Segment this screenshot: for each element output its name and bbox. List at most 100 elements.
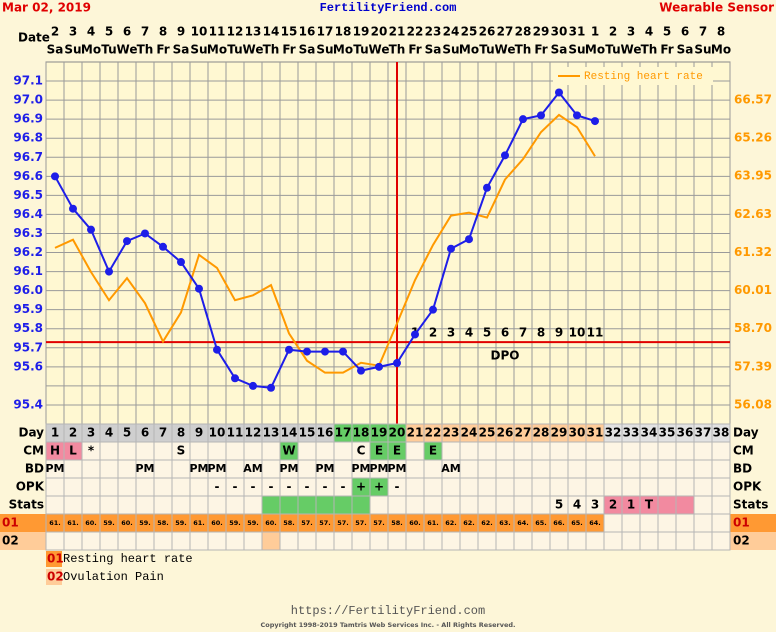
hr-value: 57. — [355, 519, 367, 527]
table-cell — [477, 441, 497, 461]
legend-label: Resting heart rate — [584, 71, 703, 83]
table-cell — [621, 531, 641, 551]
row-label-bg — [0, 532, 46, 550]
table-cell — [333, 531, 353, 551]
table-cell — [81, 459, 101, 479]
day-number: 9 — [195, 426, 203, 440]
hr-value: 59. — [229, 519, 241, 527]
date-label: 16 — [299, 25, 316, 39]
table-cell — [189, 477, 209, 497]
date-label: 25 — [461, 25, 478, 39]
temp-point — [465, 235, 473, 244]
day-number: 34 — [641, 426, 658, 440]
table-cell — [675, 459, 695, 479]
table-cell — [135, 477, 155, 497]
y2-tick-label: 62.63 — [734, 207, 772, 221]
day-number: 20 — [389, 426, 406, 440]
table-cell — [495, 495, 515, 515]
row-label-right: BD — [733, 462, 752, 476]
temp-point — [105, 267, 113, 276]
table-cell — [603, 459, 623, 479]
table-cell — [135, 531, 155, 551]
table-cell — [549, 477, 569, 497]
dpo-number: 5 — [483, 326, 491, 340]
day-number: 27 — [515, 426, 532, 440]
stats-cell — [261, 495, 281, 515]
date-label: 23 — [425, 25, 442, 39]
cm-text: H — [50, 444, 60, 458]
table-cell — [117, 531, 137, 551]
weekday-label: We — [369, 43, 390, 57]
y-tick-label: 95.4 — [13, 397, 43, 411]
table-cell — [657, 459, 677, 479]
table-cell — [603, 531, 623, 551]
row-label-bg — [0, 514, 46, 532]
stats-cell — [333, 495, 353, 515]
temp-point — [249, 381, 257, 390]
weekday-label: Tu — [101, 43, 116, 57]
dpo-number: 4 — [465, 326, 473, 340]
date-label: 5 — [663, 25, 671, 39]
stats-text: 3 — [591, 498, 599, 512]
dpo-number: 10 — [569, 326, 586, 340]
day-number: 28 — [533, 426, 550, 440]
table-cell — [99, 477, 119, 497]
table-cell — [387, 531, 407, 551]
series-line — [54, 113, 596, 374]
date-label: 4 — [645, 25, 653, 39]
date-label: 27 — [497, 25, 514, 39]
weekday-label: Tu — [227, 43, 242, 57]
date-label: 30 — [551, 25, 568, 39]
date-label: 28 — [515, 25, 532, 39]
y-tick-label: 97.1 — [13, 74, 43, 88]
weekday-label: Tu — [353, 43, 368, 57]
row-label-right: 02 — [733, 534, 750, 548]
table-cell — [441, 441, 461, 461]
day-number: 35 — [659, 426, 676, 440]
table-cell — [423, 495, 443, 515]
table-cell — [531, 495, 551, 515]
dpo-number: 6 — [501, 326, 509, 340]
date-label: 4 — [87, 25, 95, 39]
hr-value: 59. — [103, 519, 115, 527]
cm-text: L — [69, 444, 77, 458]
date-label: 3 — [69, 25, 77, 39]
weekday-label: Th — [515, 43, 532, 57]
temp-point — [69, 204, 77, 213]
day-number: 22 — [425, 426, 442, 440]
table-cell — [693, 531, 713, 551]
table-cell — [513, 495, 533, 515]
stats-cell — [297, 495, 317, 515]
row-label-right: OPK — [733, 480, 762, 494]
table-cell — [63, 459, 83, 479]
y2-tick-label: 56.08 — [734, 397, 772, 411]
table-cell — [423, 459, 443, 479]
date-label: 31 — [569, 25, 586, 39]
footer-url: https://FertilityFriend.com — [291, 604, 485, 618]
bd-text: PM — [135, 462, 154, 475]
table-cell — [243, 495, 263, 515]
table-cell — [81, 495, 101, 515]
table-cell — [639, 531, 659, 551]
table-cell — [621, 459, 641, 479]
y2-tick-label: 63.95 — [734, 169, 772, 183]
table-cell — [243, 441, 263, 461]
y-tick-label: 95.7 — [13, 340, 43, 354]
legend-code-bg — [46, 569, 62, 585]
bd-text: PM — [207, 462, 226, 475]
table-cell — [369, 495, 389, 515]
table-cell — [639, 477, 659, 497]
date-label: 18 — [335, 25, 352, 39]
date-label: 9 — [177, 25, 185, 39]
legend-code: 02 — [47, 570, 64, 584]
date-label: 26 — [479, 25, 496, 39]
day-number: 2 — [69, 426, 77, 440]
day-number: 19 — [371, 426, 388, 440]
table-cell — [81, 531, 101, 551]
y-tick-label: 95.6 — [13, 359, 43, 373]
table-cell — [261, 441, 281, 461]
day-number: 30 — [569, 426, 586, 440]
bd-text: PM — [387, 462, 406, 475]
table-cell — [603, 441, 623, 461]
y-tick-label: 96.1 — [13, 264, 43, 278]
